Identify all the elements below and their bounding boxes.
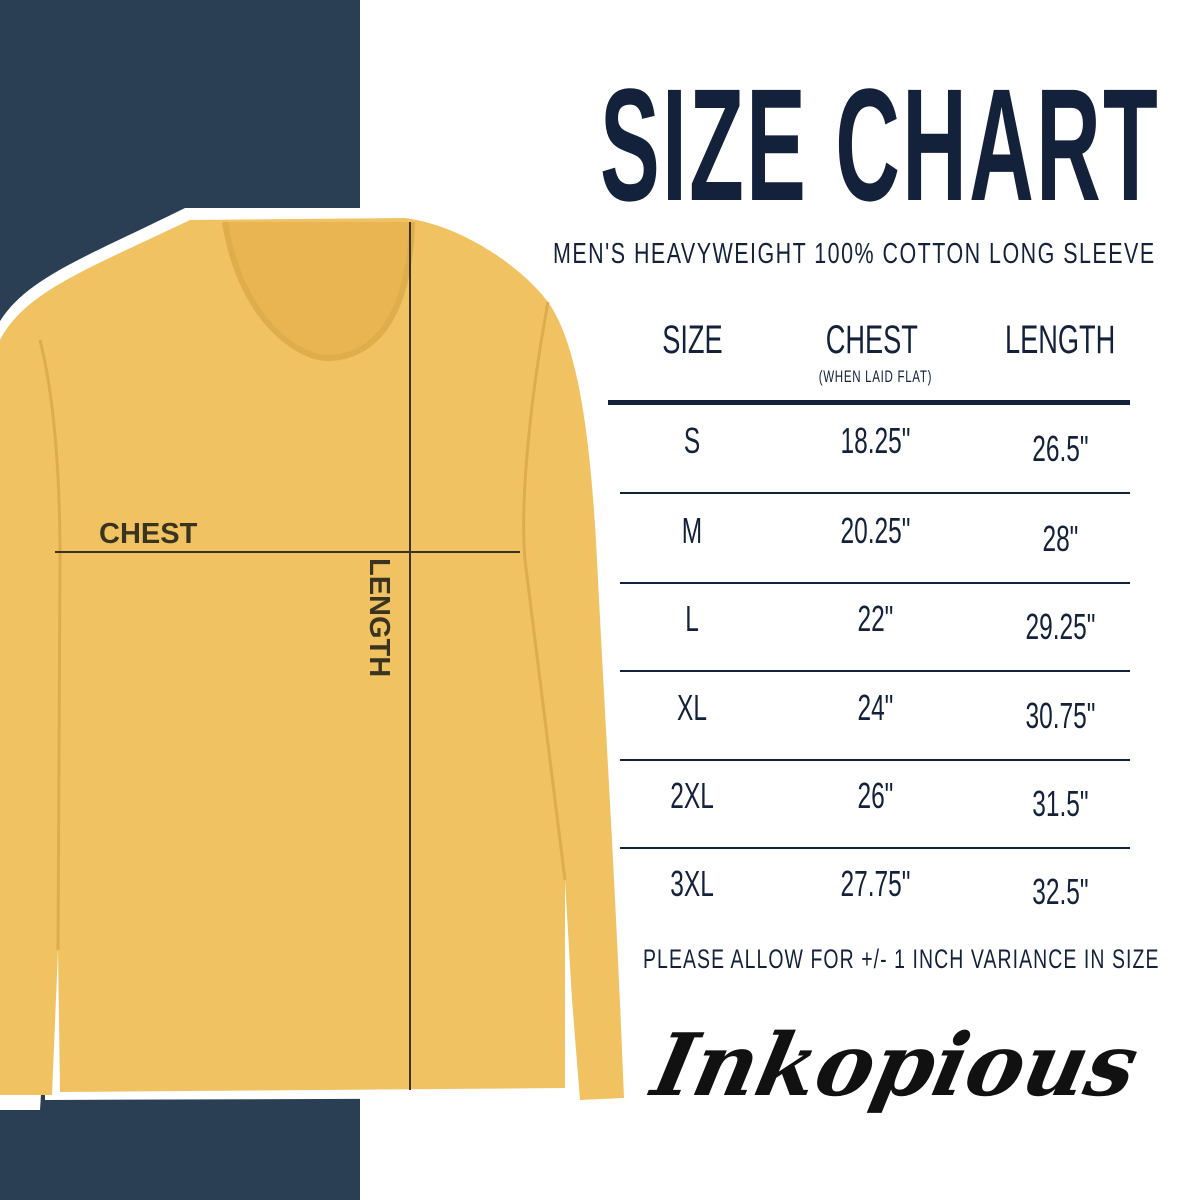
header-chest-note: (WHEN LAID FLAT) — [818, 367, 932, 386]
row-divider — [620, 492, 1130, 494]
cell-length: 30.75" — [1025, 695, 1095, 736]
cell-length: 28" — [1042, 518, 1078, 559]
cell-chest: 20.25" — [840, 510, 910, 551]
brand-logo: Inkopious — [644, 1015, 1147, 1116]
cell-size: L — [685, 598, 699, 639]
cell-chest: 26" — [857, 775, 893, 816]
header-chest: CHEST — [825, 318, 919, 362]
cell-chest: 18.25" — [840, 420, 910, 461]
cell-chest: 24" — [857, 687, 893, 728]
cell-size: M — [681, 510, 703, 551]
cell-size: 2XL — [670, 775, 714, 816]
row-divider — [620, 759, 1130, 761]
cell-length: 26.5" — [1031, 428, 1089, 469]
row-divider — [620, 847, 1130, 849]
long-sleeve-shirt-image — [0, 218, 624, 1100]
cell-length: 29.25" — [1025, 606, 1095, 647]
cell-chest: 22" — [857, 598, 893, 639]
header-divider — [608, 400, 1130, 405]
row-divider — [620, 582, 1130, 584]
cell-size: 3XL — [670, 863, 714, 904]
length-label: LENGTH — [363, 558, 395, 678]
cell-size: S — [683, 420, 701, 461]
cell-length: 31.5" — [1031, 783, 1089, 824]
cell-length: 32.5" — [1031, 871, 1089, 912]
chest-label: CHEST — [99, 518, 198, 550]
page-title: SIZE CHART — [600, 55, 1160, 234]
header-size: SIZE — [661, 318, 723, 362]
cell-size: XL — [677, 687, 707, 728]
header-length: LENGTH — [1004, 318, 1116, 362]
subtitle: MEN'S HEAVYWEIGHT 100% COTTON LONG SLEEV… — [553, 238, 1156, 270]
variance-note: PLEASE ALLOW FOR +/- 1 INCH VARIANCE IN … — [643, 944, 1160, 974]
row-divider — [620, 670, 1130, 672]
cell-chest: 27.75" — [840, 863, 910, 904]
